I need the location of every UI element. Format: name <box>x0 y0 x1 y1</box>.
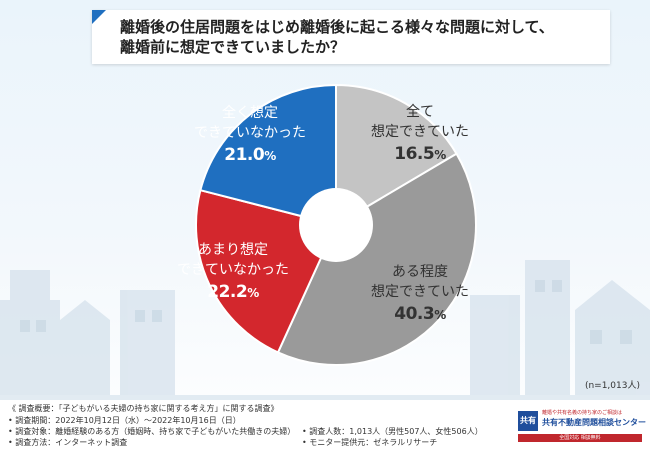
sample-size: (n=1,013人) <box>584 381 640 391</box>
slice-label-line2: できていなかった <box>194 125 306 141</box>
slice-label-1: ある程度想定できていた 40.3% <box>345 262 495 327</box>
question-box: 離婚後の住居問題をはじめ離婚後に起こる様々な問題に対して、 離婚前に想定できてい… <box>92 10 610 64</box>
slice-value-unit: % <box>434 148 446 162</box>
logo-bar: 全国対応 相談無料 <box>518 434 642 442</box>
pie-slice-3 <box>199 83 337 227</box>
slice-label-line2: できていなかった <box>177 262 289 278</box>
slice-label-line2: 想定できていた <box>371 124 469 140</box>
slice-value: 22.2% <box>207 282 259 302</box>
slice-value-unit: % <box>434 308 446 322</box>
corner-accent <box>92 10 106 24</box>
slice-value: 16.5% <box>394 144 446 164</box>
survey-target: • 調査対象：離婚経験のある方（婚姻時、持ち家で子どもがいた共働きの夫婦） <box>8 427 296 436</box>
question-title: 離婚後の住居問題をはじめ離婚後に起こる様々な問題に対して、 離婚前に想定できてい… <box>120 17 600 57</box>
survey-period: • 調査期間：2022年10月12日（水）～2022年10月16日（日） <box>8 416 241 425</box>
donut-chart <box>195 83 477 366</box>
survey-count: • 調査人数：1,013人（男性507人、女性506人） <box>302 427 483 436</box>
logo-subtitle: 離婚や共有名義の持ち家のご相談は <box>542 410 623 416</box>
pie-slice-0 <box>335 83 458 227</box>
monitor-provider: • モニター提供元：ゼネラルリサーチ <box>302 438 438 447</box>
center-logo: 共有 離婚や共有名義の持ち家のご相談は 共有不動産問題相談センター 全国対応 相… <box>518 407 646 445</box>
logo-name: 共有不動産問題相談センター <box>542 418 646 427</box>
slice-label-0: 全て想定できていた 16.5% <box>345 102 495 167</box>
slice-value-unit: % <box>247 286 259 300</box>
survey-method: • 調査方法：インターネット調査 <box>8 438 128 447</box>
slice-value: 40.3% <box>394 304 446 324</box>
slice-label-3: 全く想定できていなかった 21.0% <box>170 103 330 168</box>
donut-hole <box>299 188 373 262</box>
slice-label-line2: 想定できていた <box>371 284 469 300</box>
slice-label-line1: ある程度 <box>392 264 448 280</box>
question-line-2: 離婚前に想定できていましたか？ <box>120 38 346 56</box>
slice-label-2: あまり想定できていなかった 22.2% <box>153 240 313 305</box>
survey-overview: 《 調査概要：「子どもがいる夫婦の持ち家に関する考え方」に関する調査》 <box>8 404 279 413</box>
logo-mark: 共有 <box>518 411 538 431</box>
slice-label-line1: 全く想定 <box>222 105 278 121</box>
question-line-1: 離婚後の住居問題をはじめ離婚後に起こる様々な問題に対して、 <box>120 18 554 36</box>
slice-label-line1: あまり想定 <box>198 242 268 258</box>
slice-label-line1: 全て <box>406 104 434 120</box>
pie-slice-1 <box>276 152 477 366</box>
slice-value: 21.0% <box>224 145 276 165</box>
slice-value-unit: % <box>264 149 276 163</box>
